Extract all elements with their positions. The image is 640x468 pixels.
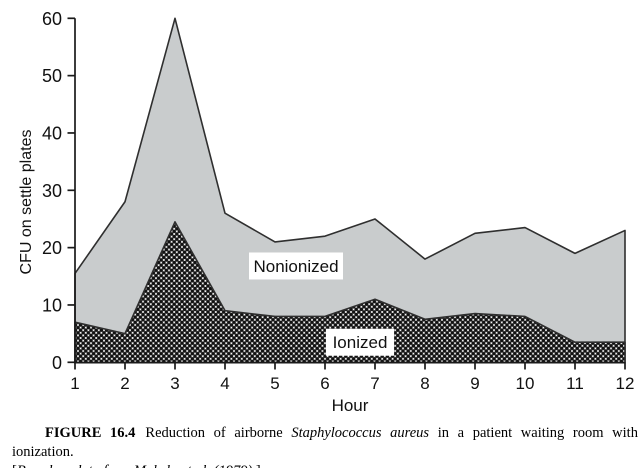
x-tick-label: 1 xyxy=(70,374,79,393)
x-tick-label: 9 xyxy=(470,374,479,393)
y-axis-ticks: 0 10 20 30 40 50 60 xyxy=(42,9,75,373)
x-tick-label: 8 xyxy=(420,374,429,393)
y-tick-label: 30 xyxy=(42,181,62,201)
series-ionized-area xyxy=(74,221,626,364)
x-axis-ticks: 1 2 3 4 5 6 7 8 9 10 11 12 xyxy=(70,362,635,393)
y-tick-label: 0 xyxy=(52,353,62,373)
y-tick-label: 50 xyxy=(42,66,62,86)
series-areas xyxy=(74,17,626,364)
x-tick-label: 11 xyxy=(566,374,584,393)
caption-bracket-open: [ xyxy=(12,463,17,468)
y-tick-label: 10 xyxy=(42,295,62,315)
x-tick-label: 10 xyxy=(516,374,535,393)
series-label-box xyxy=(325,328,395,356)
y-tick-label: 40 xyxy=(42,123,62,143)
x-tick-label: 12 xyxy=(616,374,635,393)
series-label-text: Ionized xyxy=(333,333,388,352)
y-axis-title: CFU on settle plates xyxy=(18,129,35,275)
x-axis-title: Hour xyxy=(331,396,369,415)
y-tick-label: 20 xyxy=(42,238,62,258)
series-nonionized-area xyxy=(74,17,626,364)
x-tick-label: 2 xyxy=(120,374,129,393)
x-tick-label: 4 xyxy=(220,374,229,393)
x-tick-label: 6 xyxy=(320,374,329,393)
series-label-text: Nonionized xyxy=(253,257,338,276)
caption-line-1: FIGURE 16.4 Reduction of airborne Staphyl… xyxy=(12,424,638,462)
caption-species-italic: Staphylococcus aureus xyxy=(291,425,430,441)
figure-caption: FIGURE 16.4 Reduction of airborne Staphyl… xyxy=(12,424,638,468)
x-tick-label: 3 xyxy=(170,374,179,393)
series-labels: Nonionized Ionized xyxy=(249,252,395,356)
x-tick-label: 7 xyxy=(370,374,379,393)
caption-bracket-close: ] xyxy=(256,463,261,468)
caption-source-italic: Based on data from Makela et al. (1979). xyxy=(17,463,256,468)
caption-text-post: in a patient waiting room with ionizatio… xyxy=(12,425,638,460)
series-label-box xyxy=(249,252,343,280)
caption-line-2: [Based on data from Makela et al. (1979)… xyxy=(12,462,638,468)
caption-figure-number: FIGURE 16.4 xyxy=(45,425,136,441)
caption-text-pre: Reduction of airborne xyxy=(145,425,292,441)
y-tick-label: 60 xyxy=(42,9,62,29)
x-tick-label: 5 xyxy=(270,374,279,393)
